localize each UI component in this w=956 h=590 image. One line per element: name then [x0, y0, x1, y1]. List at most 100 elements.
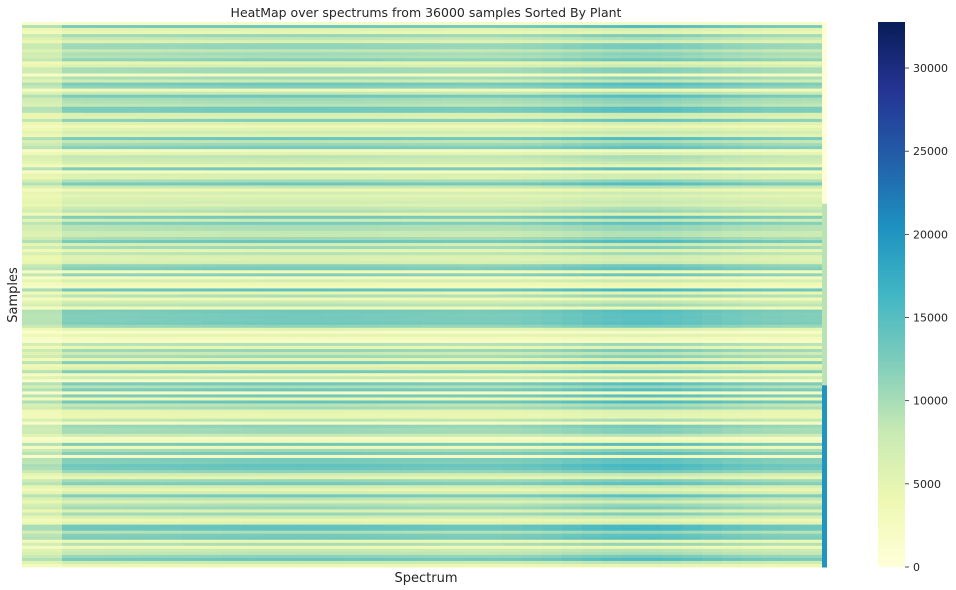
- heatmap-cell: [722, 342, 743, 347]
- heatmap-cell: [302, 315, 323, 320]
- heatmap-cell: [102, 185, 123, 189]
- heatmap-cell: [202, 358, 223, 362]
- heatmap-cell: [62, 391, 83, 395]
- heatmap-cell: [762, 70, 783, 74]
- heatmap-cell: [102, 385, 123, 389]
- heatmap-cell: [302, 167, 323, 171]
- heatmap-cell: [342, 143, 363, 147]
- heatmap-cell: [302, 37, 323, 41]
- heatmap-cell: [462, 76, 483, 80]
- heatmap-cell: [682, 40, 703, 44]
- heatmap-cell: [622, 376, 643, 380]
- heatmap-cell: [702, 76, 723, 80]
- heatmap-cell: [382, 37, 403, 41]
- heatmap-cell: [382, 76, 403, 80]
- heatmap-cell: [262, 76, 283, 80]
- heatmap-cell: [182, 249, 203, 253]
- heatmap-cell: [222, 288, 243, 292]
- heatmap-cell: [382, 70, 403, 74]
- heatmap-cell: [182, 385, 203, 389]
- heatmap-cell: [802, 300, 823, 304]
- heatmap-cell: [82, 28, 103, 32]
- heatmap-cell: [182, 61, 203, 65]
- heatmap-cell: [282, 143, 303, 147]
- heatmap-cell: [282, 25, 303, 29]
- heatmap-cell: [722, 376, 743, 380]
- heatmap-cell: [722, 131, 743, 135]
- heatmap-cell: [142, 22, 163, 26]
- heatmap-cell: [542, 70, 563, 74]
- heatmap-cell: [422, 397, 443, 401]
- heatmap-cell: [202, 273, 223, 277]
- heatmap-cell: [142, 40, 163, 44]
- heatmap-cell: [362, 179, 383, 183]
- heatmap-cell: [542, 46, 563, 50]
- heatmap-cell: [282, 264, 303, 268]
- heatmap-cell: [122, 155, 143, 159]
- heatmap-cell: [342, 176, 363, 180]
- heatmap-cell: [502, 73, 523, 77]
- heatmap-cell: [162, 370, 183, 374]
- heatmap-cell: [262, 28, 283, 32]
- heatmap-cell: [782, 118, 803, 123]
- heatmap-cell: [442, 82, 463, 86]
- heatmap-cell: [202, 276, 223, 280]
- heatmap-cell: [202, 388, 223, 392]
- heatmap-cell: [42, 309, 63, 314]
- heatmap-cell: [522, 221, 543, 226]
- heatmap-cell: [782, 267, 803, 271]
- heatmap-cell: [462, 312, 483, 317]
- heatmap-cell: [582, 255, 603, 259]
- heatmap-cell: [122, 43, 143, 47]
- heatmap-cell: [762, 221, 783, 226]
- heatmap-cell: [342, 188, 363, 192]
- heatmap-cell: [122, 109, 143, 114]
- heatmap-cell: [642, 167, 663, 171]
- heatmap-cell: [502, 388, 523, 392]
- heatmap-cell: [602, 167, 623, 171]
- heatmap-cell: [42, 124, 63, 129]
- heatmap-cell: [142, 370, 163, 374]
- heatmap-cell: [502, 252, 523, 256]
- heatmap-cell: [262, 273, 283, 277]
- heatmap-cell: [422, 294, 443, 298]
- heatmap-cell: [142, 318, 163, 323]
- heatmap-cell: [802, 364, 823, 368]
- heatmap-cell: [562, 109, 583, 114]
- heatmap-cell: [42, 97, 63, 102]
- heatmap-cell: [702, 146, 723, 150]
- heatmap-cell: [42, 345, 63, 350]
- heatmap-cell: [742, 100, 763, 105]
- heatmap-cell: [522, 327, 543, 332]
- heatmap-cell: [142, 70, 163, 74]
- heatmap-cell: [542, 379, 563, 383]
- heatmap-cell: [102, 131, 123, 135]
- heatmap-cell: [682, 288, 703, 292]
- heatmap-cell: [542, 330, 563, 335]
- heatmap-cell: [482, 330, 503, 335]
- heatmap-cell: [622, 137, 643, 141]
- heatmap-cell: [722, 306, 743, 310]
- heatmap-cell: [742, 212, 763, 217]
- heatmap-cell: [602, 355, 623, 359]
- heatmap-cell: [602, 85, 623, 89]
- heatmap-cell: [162, 197, 183, 201]
- heatmap-cell: [102, 67, 123, 71]
- heatmap-cell: [682, 367, 703, 371]
- heatmap-cell: [122, 215, 143, 220]
- heatmap-cell: [502, 352, 523, 356]
- heatmap-cell: [202, 106, 223, 111]
- heatmap-cell: [722, 55, 743, 59]
- heatmap-cell: [542, 82, 563, 86]
- heatmap-cell: [502, 200, 523, 205]
- heatmap-cell: [202, 185, 223, 189]
- heatmap-cell: [742, 64, 763, 68]
- heatmap-cell: [662, 79, 683, 83]
- heatmap-cell: [622, 385, 643, 389]
- heatmap-cell: [782, 324, 803, 329]
- heatmap-cell: [742, 391, 763, 395]
- heatmap-cell: [362, 215, 383, 220]
- heatmap-cell: [762, 309, 783, 314]
- heatmap-cell: [462, 270, 483, 274]
- heatmap-cell: [362, 103, 383, 108]
